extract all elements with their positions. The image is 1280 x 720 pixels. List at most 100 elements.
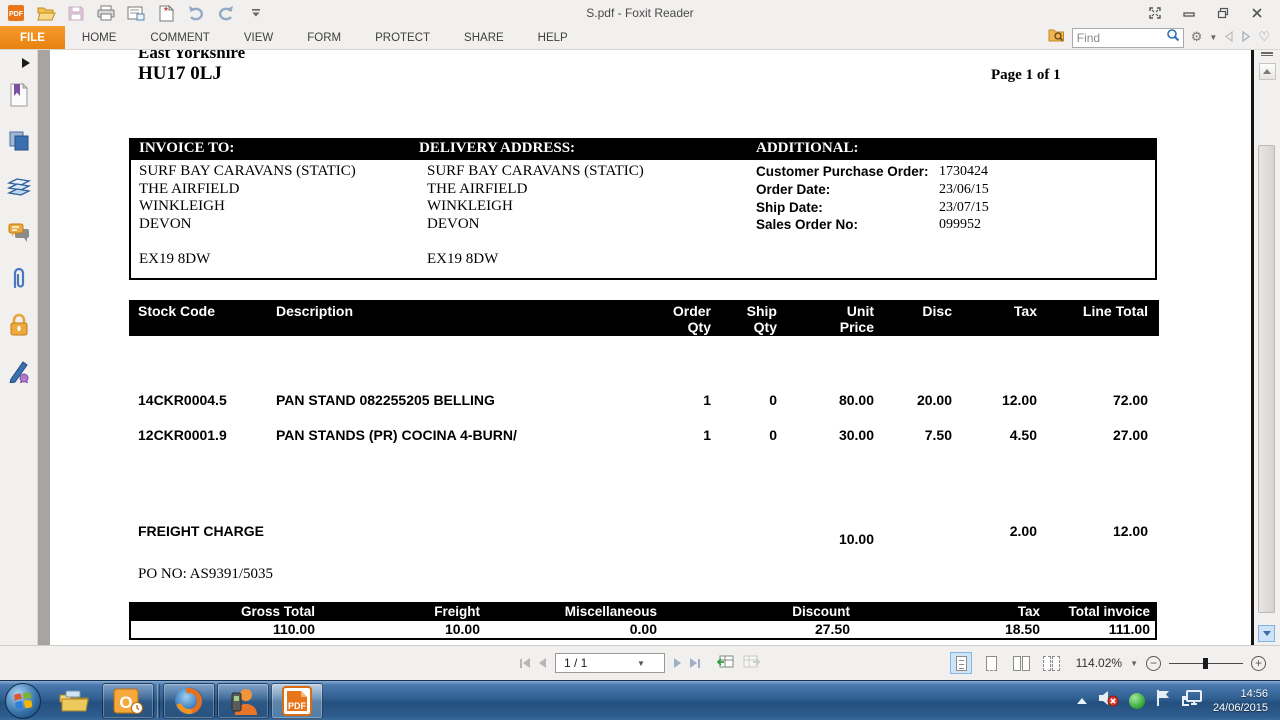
prev-result-icon[interactable] (1224, 30, 1234, 45)
zoom-in-icon[interactable]: + (1251, 655, 1266, 671)
restore-icon[interactable] (1208, 3, 1238, 23)
zoom-out-icon[interactable]: − (1146, 655, 1161, 671)
totals-value: 18.50 (1004, 621, 1040, 637)
create-pdf-icon[interactable]: * (156, 3, 176, 23)
sender-region: East Yorkshire (138, 50, 246, 62)
order-qty: 1 (703, 392, 711, 408)
next-view-icon[interactable] (743, 654, 761, 673)
scroll-up-icon[interactable] (1258, 63, 1276, 80)
taskbar-firefox[interactable] (163, 682, 215, 719)
continuous-view-icon[interactable] (980, 652, 1002, 674)
main-area: East Yorkshire HU17 0LJ Page 1 of 1 INVO… (0, 50, 1280, 645)
next-page-icon[interactable] (674, 658, 681, 668)
totals-value: 27.50 (814, 621, 850, 637)
totals-header: Tax (1017, 604, 1040, 619)
page-select-dropdown-icon[interactable]: ▼ (637, 658, 645, 668)
invoice-to-address: SURF BAY CARAVANS (STATIC) THE AIRFIELD … (139, 163, 356, 268)
search-folder-icon[interactable] (1048, 28, 1065, 47)
open-icon[interactable] (36, 3, 56, 23)
page-number-select[interactable]: 1 / 1 ▼ (555, 653, 665, 673)
expand-panel-arrow[interactable] (21, 56, 33, 68)
field-value: 1730424 (939, 164, 988, 179)
additional-heading: ADDITIONAL: (756, 140, 859, 156)
last-page-icon[interactable] (690, 658, 700, 668)
page-thumbnails-icon[interactable] (4, 126, 34, 156)
redo-icon[interactable] (216, 3, 236, 23)
tab-form[interactable]: FORM (307, 31, 342, 44)
save-icon[interactable] (66, 3, 86, 23)
pdf-page: East Yorkshire HU17 0LJ Page 1 of 1 INVO… (50, 50, 1254, 645)
attachments-icon[interactable] (4, 264, 34, 294)
start-button[interactable] (5, 682, 41, 719)
tab-share[interactable]: SHARE (464, 31, 504, 44)
facing-view-icon[interactable] (1010, 652, 1032, 674)
clock-time: 14:56 (1240, 687, 1268, 700)
status-green-icon[interactable] (1128, 692, 1145, 709)
address-line (427, 233, 644, 251)
favorite-icon[interactable]: ♡ (1258, 30, 1270, 45)
totals-table: Gross Total Freight Miscellaneous Discou… (129, 602, 1157, 640)
gear-icon[interactable]: ⚙ (1190, 30, 1203, 45)
scroll-down-icon[interactable] (1258, 625, 1275, 642)
volume-muted-icon[interactable] (1097, 689, 1119, 712)
tab-protect[interactable]: PROTECT (375, 31, 431, 44)
totals-header: Gross Total (240, 604, 315, 619)
bookmarks-icon[interactable] (4, 80, 34, 110)
comments-icon[interactable] (4, 218, 34, 248)
totals-value: 110.00 (272, 621, 315, 637)
tab-home[interactable]: HOME (81, 31, 117, 44)
scrollbar-thumb[interactable] (1258, 145, 1275, 613)
vertical-scrollbar[interactable] (1254, 50, 1280, 645)
tab-comment[interactable]: COMMENT (150, 31, 210, 44)
first-page-icon[interactable] (520, 658, 530, 668)
undo-icon[interactable] (186, 3, 206, 23)
zoom-slider-handle[interactable] (1203, 657, 1208, 669)
close-icon[interactable] (1242, 3, 1272, 23)
minimize-icon[interactable] (1174, 3, 1204, 23)
svg-text:PDF: PDF (9, 11, 24, 18)
gear-dropdown-icon[interactable]: ▼ (1209, 33, 1218, 42)
description: PAN STAND 082255205 BELLING (276, 392, 495, 408)
search-icon[interactable] (1166, 28, 1183, 47)
taskbar-clock[interactable]: 14:56 24/06/2015 (1213, 687, 1268, 715)
next-result-icon[interactable] (1241, 30, 1251, 45)
tab-help[interactable]: HELP (537, 31, 568, 44)
fullscreen-icon[interactable] (1140, 3, 1170, 23)
panel-splitter[interactable] (38, 50, 50, 645)
single-page-view-icon[interactable] (950, 652, 973, 674)
digital-signature-icon[interactable] (4, 356, 34, 386)
additional-fields: Customer Purchase Order: 1730424 Order Da… (756, 163, 989, 234)
layers-icon[interactable] (4, 172, 34, 202)
taskbar-outlook[interactable]: O (102, 682, 154, 719)
column-header: Unit (846, 303, 874, 319)
zoom-slider[interactable] (1169, 657, 1243, 669)
network-icon[interactable] (1181, 689, 1203, 712)
previous-view-icon[interactable] (716, 654, 734, 673)
address-line: DEVON (139, 215, 192, 232)
field-value: 23/07/15 (939, 199, 989, 215)
unit-price: 80.00 (838, 392, 874, 408)
customize-toolbar-dropdown[interactable] (246, 3, 266, 23)
show-hidden-icons[interactable] (1076, 697, 1087, 704)
taskbar-contacts-phone-app[interactable] (217, 682, 269, 719)
field-label: Ship Date: (756, 199, 823, 215)
action-center-flag-icon[interactable] (1155, 689, 1171, 712)
previous-page-icon[interactable] (539, 658, 546, 668)
continuous-facing-view-icon[interactable] (1040, 652, 1062, 674)
table-row: 14CKR0004.5 PAN STAND 082255205 BELLING … (129, 392, 1159, 408)
split-view-handle[interactable] (1260, 52, 1274, 61)
tab-file[interactable]: FILE (0, 26, 65, 49)
zoom-dropdown-icon[interactable]: ▼ (1130, 658, 1138, 668)
column-header: Stock Code (138, 303, 216, 319)
find-input[interactable] (1072, 30, 1166, 45)
tab-view[interactable]: VIEW (243, 31, 274, 44)
print-icon[interactable] (96, 3, 116, 23)
zoom-level[interactable]: 114.02% (1075, 656, 1123, 670)
address-line: WINKLEIGH (139, 198, 225, 214)
freight-line-total: 12.00 (1112, 523, 1148, 539)
security-icon[interactable] (4, 310, 34, 340)
taskbar-foxit-reader[interactable]: PDF (271, 682, 323, 719)
stock-code: 14CKR0004.5 (138, 392, 227, 408)
taskbar-windows-explorer[interactable] (48, 683, 100, 719)
email-icon[interactable] (126, 3, 146, 23)
